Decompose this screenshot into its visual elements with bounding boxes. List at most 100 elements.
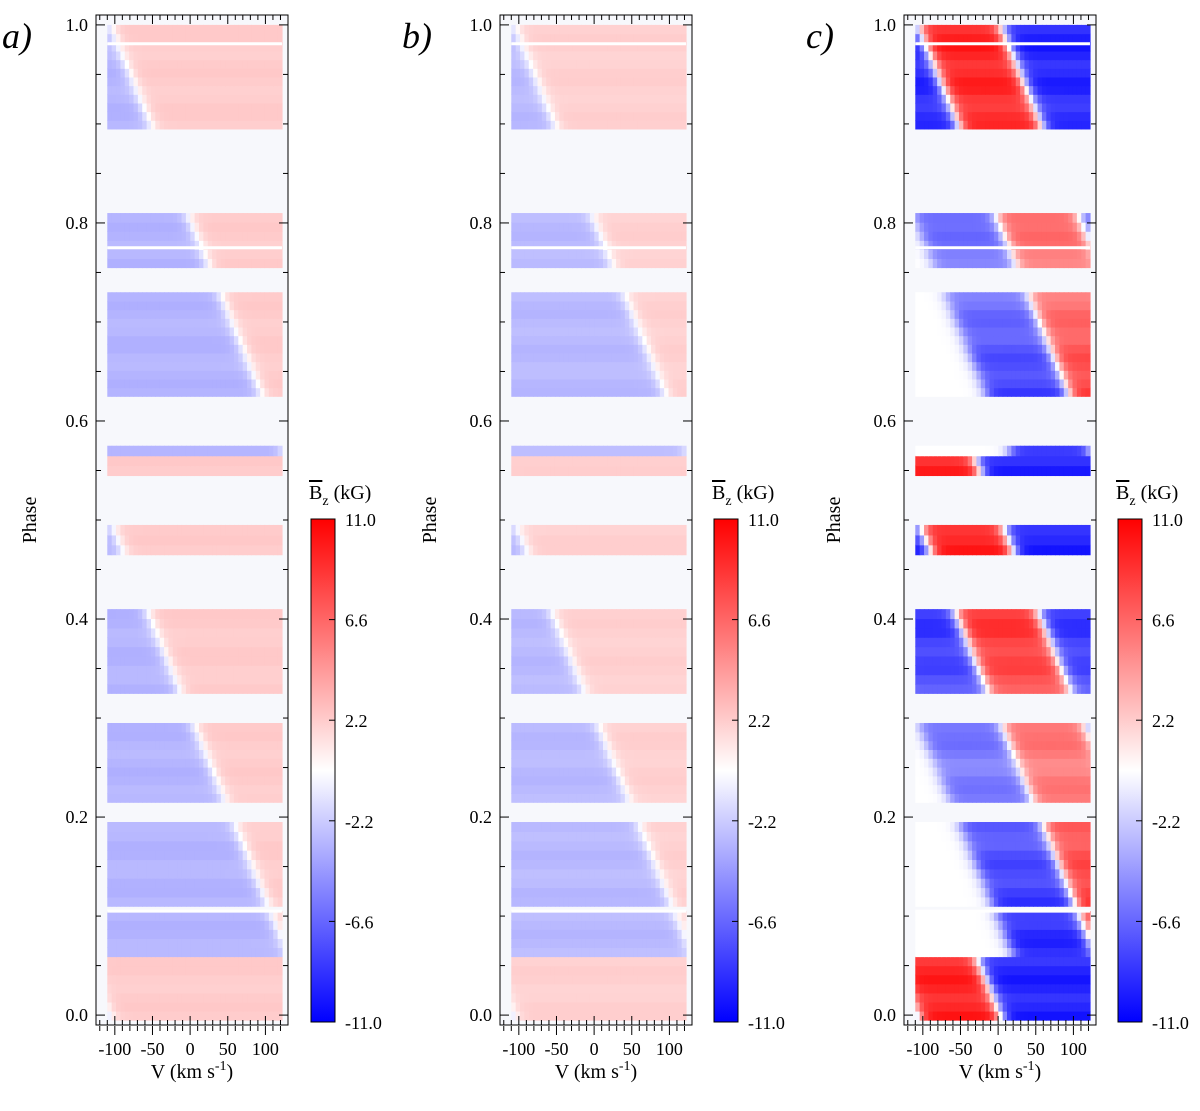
heatmap-cell <box>203 326 209 337</box>
heatmap-cell <box>150 731 156 742</box>
heatmap-cell <box>107 646 113 657</box>
heatmap-cell <box>124 911 130 921</box>
heatmap-cell <box>212 42 218 52</box>
heatmap-cell <box>120 102 126 113</box>
heatmap-cell <box>603 465 608 477</box>
heatmap-cell <box>616 524 622 536</box>
heatmap-cell <box>664 674 670 685</box>
heatmap-cell <box>260 767 266 777</box>
heatmap-cell <box>137 42 143 52</box>
heatmap-cell <box>185 731 191 742</box>
heatmap-cell <box>177 102 183 113</box>
heatmap-cell <box>120 627 126 638</box>
heatmap-cell <box>277 627 283 638</box>
heatmap-cell <box>146 524 152 536</box>
heatmap-cell <box>238 445 244 457</box>
heatmap-cell <box>146 896 152 907</box>
heatmap-cell <box>273 1001 279 1012</box>
heatmap-cell <box>146 920 152 930</box>
heatmap-cell <box>255 1010 261 1021</box>
heatmap-cell <box>150 911 156 921</box>
heatmap-cell <box>541 920 547 930</box>
heatmap-cell <box>194 326 200 337</box>
heatmap-cell <box>664 646 670 657</box>
heatmap-cell <box>137 665 143 676</box>
heatmap-cell <box>563 609 569 620</box>
heatmap-cell <box>233 85 239 95</box>
heatmap-cell <box>168 793 174 803</box>
heatmap-cell <box>150 840 156 851</box>
heatmap-cell <box>681 992 687 1003</box>
heatmap-cell <box>668 929 674 939</box>
heatmap-cell <box>576 822 582 832</box>
heatmap-cell <box>537 887 543 898</box>
heatmap-cell <box>116 544 121 556</box>
heatmap-cell <box>533 965 539 976</box>
heatmap-cell <box>207 352 213 363</box>
heatmap-cell <box>520 749 525 759</box>
heatmap-cell <box>124 213 130 223</box>
heatmap-cell <box>642 534 648 546</box>
heatmap-cell <box>212 465 218 477</box>
heatmap-cell <box>633 534 639 546</box>
heatmap-cell <box>646 544 652 556</box>
heatmap-cell <box>129 822 135 832</box>
heatmap-cell <box>137 213 143 223</box>
heatmap-cell <box>598 1010 604 1021</box>
heatmap-cell <box>668 749 674 759</box>
heatmap-cell <box>229 50 235 61</box>
heatmap-cell <box>203 831 209 842</box>
heatmap-cell <box>624 455 630 467</box>
heatmap-cell <box>111 1001 117 1012</box>
heatmap-cell <box>589 974 595 985</box>
heatmap-cell <box>637 992 643 1003</box>
heatmap-cell <box>637 938 643 949</box>
heatmap-cell <box>629 784 635 794</box>
heatmap-cell <box>568 627 574 638</box>
heatmap-cell <box>172 859 178 870</box>
heatmap-cell <box>172 300 178 311</box>
heatmap-cell <box>247 387 253 397</box>
heatmap-cell <box>146 544 152 556</box>
heatmap-cell <box>659 896 665 907</box>
heatmap-cell <box>633 609 639 620</box>
heatmap-cell <box>225 749 231 759</box>
heatmap-cell <box>511 674 517 685</box>
heatmap-cell <box>629 850 635 861</box>
heatmap-cell <box>229 455 235 467</box>
heatmap-cell <box>137 240 143 250</box>
heatmap-cell <box>603 455 608 467</box>
heatmap-cell <box>225 213 231 223</box>
heatmap-cell <box>277 956 283 967</box>
heatmap-cell <box>190 618 196 629</box>
heatmap-cell <box>528 983 534 994</box>
heatmap-cell <box>203 665 209 676</box>
heatmap-cell <box>620 965 626 976</box>
heatmap-cell <box>168 42 174 52</box>
heatmap-cell <box>177 911 183 921</box>
heatmap-cell <box>133 335 139 345</box>
heatmap-cell <box>124 387 130 397</box>
heatmap-cell <box>603 992 608 1003</box>
heatmap-cell <box>533 445 539 457</box>
heatmap-cell <box>277 784 283 794</box>
heatmap-cell <box>273 878 279 889</box>
heatmap-cell <box>124 850 130 861</box>
heatmap-cell <box>598 850 604 861</box>
heatmap-cell <box>216 740 222 750</box>
heatmap-cell <box>207 465 213 477</box>
heatmap-cell <box>229 784 235 794</box>
heatmap-cell <box>116 868 121 879</box>
heatmap-cell <box>172 33 178 43</box>
heatmap-cell <box>672 544 678 556</box>
heatmap-cell <box>251 983 257 994</box>
heatmap-cell <box>611 665 617 676</box>
heatmap-cell <box>568 929 574 939</box>
heatmap-cell <box>637 793 643 803</box>
heatmap-cell <box>242 524 248 536</box>
heatmap-cell <box>133 775 139 786</box>
heatmap-cell <box>181 524 187 536</box>
heatmap-cell <box>203 292 209 302</box>
heatmap-cell <box>637 1010 643 1021</box>
heatmap-cell <box>146 455 152 467</box>
